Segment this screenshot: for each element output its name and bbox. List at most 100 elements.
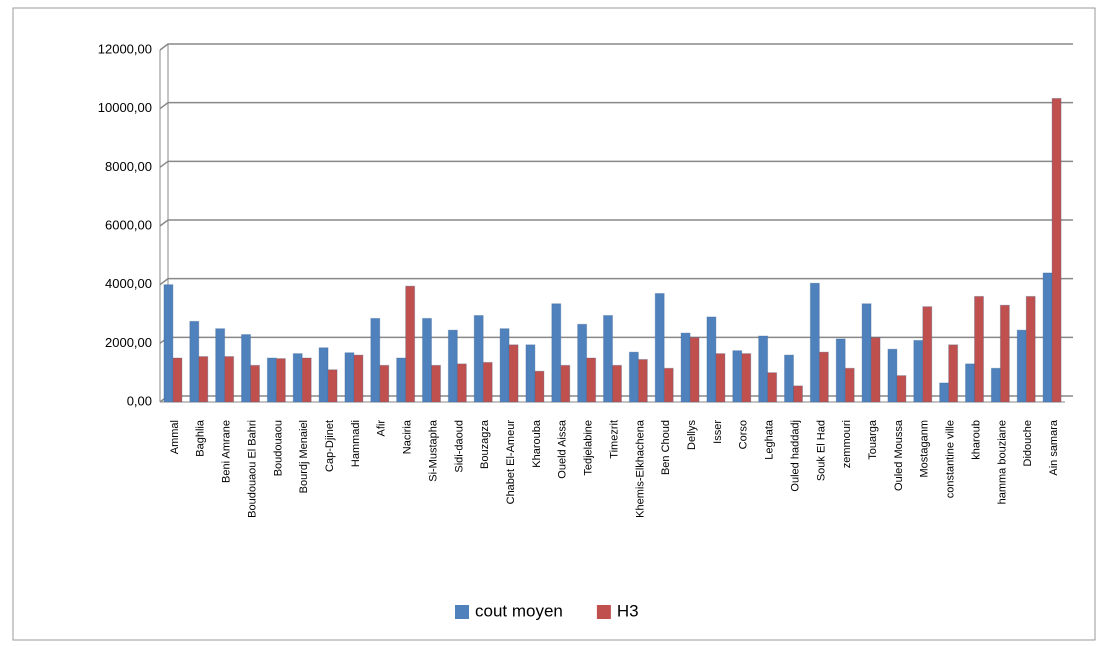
x-tick-label: Mostaganm	[919, 420, 931, 477]
bar	[189, 320, 200, 403]
bar	[974, 295, 984, 403]
x-tick-label: Boudouaou El Bahri	[246, 420, 258, 518]
bar	[1025, 295, 1036, 403]
bar	[172, 357, 183, 403]
bar	[224, 356, 235, 403]
x-tick-label: Ain samara	[1048, 419, 1060, 476]
grid-line	[159, 43, 1073, 51]
y-tick-label: 10000,00	[98, 100, 152, 115]
bar	[1016, 329, 1027, 403]
bar	[560, 364, 571, 403]
bar	[715, 353, 726, 403]
bar	[922, 306, 933, 403]
bar	[577, 323, 588, 403]
legend-label: cout moyen	[475, 601, 563, 620]
bar	[732, 350, 743, 403]
bar	[603, 314, 613, 403]
x-tick-label: Oueld Aissa	[557, 419, 569, 479]
x-tick-label: Boudouaou	[272, 420, 284, 476]
bar	[370, 317, 381, 403]
bar	[706, 316, 717, 403]
bar	[612, 364, 622, 403]
bar	[396, 357, 407, 403]
bar	[266, 357, 277, 403]
bar	[473, 314, 484, 403]
x-tick-label: Sidi-daoud	[453, 420, 465, 473]
bar	[637, 358, 648, 403]
bar	[758, 335, 769, 403]
x-tick-label: Isser	[712, 420, 724, 444]
bar	[948, 344, 959, 403]
x-tick-label: Hammadi	[350, 420, 362, 467]
x-tick-label: kharoub	[970, 420, 982, 460]
x-tick-label: Chabet El-Ameur	[505, 420, 517, 505]
bar	[689, 336, 700, 403]
x-tick-label: Khemis-Elkhachena	[634, 419, 646, 518]
bar	[482, 361, 493, 403]
bar	[896, 375, 907, 403]
x-tick-label: hamma bouziane	[996, 420, 1008, 504]
bar	[327, 369, 338, 403]
x-tick-label: Bouzagza	[479, 419, 491, 469]
bar	[301, 357, 312, 403]
x-tick-label: constantine ville	[945, 420, 957, 498]
x-tick-label: Bourdj Menaiel	[298, 420, 310, 493]
bar	[292, 353, 303, 403]
x-tick-label: Leghata	[764, 419, 776, 460]
bar	[534, 370, 545, 403]
grid-line	[159, 277, 1073, 286]
x-tick-label: zemmouri	[841, 420, 853, 468]
x-tick-label: Corso	[738, 420, 750, 449]
x-tick-label: Beni Amrane	[221, 420, 233, 483]
bar	[999, 304, 1010, 403]
bar	[215, 328, 226, 403]
x-tick-label: Si-Mustapha	[427, 419, 439, 482]
bar	[379, 364, 390, 403]
bar	[198, 356, 209, 403]
x-tick-label: Tedjelabine	[583, 420, 595, 476]
x-tick-label: Naciria	[402, 419, 414, 454]
bar	[586, 357, 597, 403]
x-tick-label: Baghlia	[195, 419, 207, 457]
x-tick-label: Souk El Had	[815, 420, 827, 481]
bar	[344, 352, 355, 403]
bar	[456, 363, 467, 403]
bar	[809, 282, 820, 403]
x-tick-label: Ammal	[169, 420, 181, 454]
bar	[508, 344, 519, 403]
bar	[241, 334, 251, 403]
grid-line	[159, 219, 1073, 227]
bar	[741, 353, 752, 403]
grid-line	[159, 160, 1073, 168]
x-tick-label: Ben Choud	[660, 420, 672, 475]
grid-line	[159, 101, 1073, 110]
bar	[275, 358, 286, 403]
bar	[965, 363, 975, 403]
x-tick-label: Ouled Moussa	[893, 419, 905, 491]
x-tick-label: Timezrit	[608, 420, 620, 459]
bar	[663, 367, 674, 403]
bar	[913, 339, 924, 403]
y-tick-label: 12000,00	[98, 41, 152, 56]
bar	[250, 364, 260, 403]
y-tick-label: 2000,00	[105, 335, 152, 350]
bar	[939, 382, 950, 403]
x-tick-label: Kharouba	[531, 419, 543, 468]
bar	[793, 385, 803, 403]
y-tick-label: 8000,00	[105, 159, 152, 174]
x-tick-label: Afir	[376, 420, 388, 437]
bar	[628, 351, 639, 403]
bar	[447, 329, 458, 403]
bar	[431, 364, 441, 403]
bar	[163, 284, 174, 403]
bar	[990, 367, 1001, 403]
bar	[353, 354, 364, 403]
bar	[844, 367, 855, 403]
y-tick-label: 0,00	[127, 393, 152, 408]
x-tick-label: Dellys	[686, 420, 698, 450]
x-tick-label: Cap-Djinet	[324, 420, 336, 472]
bar	[525, 344, 536, 403]
bar	[767, 372, 778, 403]
bar	[422, 317, 432, 403]
